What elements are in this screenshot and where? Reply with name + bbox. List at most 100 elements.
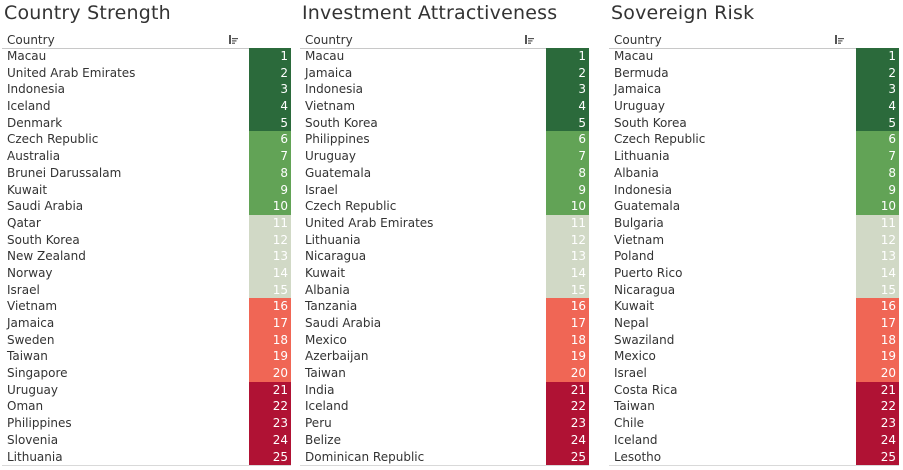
table-row[interactable]: Swaziland 18 xyxy=(609,331,899,349)
table-row[interactable]: United Arab Emirates 11 xyxy=(300,214,589,232)
country-name: Bermuda xyxy=(614,65,669,80)
table-row[interactable]: Czech Republic 6 xyxy=(2,131,291,149)
rank-value: 2 xyxy=(888,65,896,80)
table-row[interactable]: Puerto Rico 14 xyxy=(609,264,899,282)
table-row[interactable]: Denmark 5 xyxy=(2,114,291,132)
table-row[interactable]: Belize 24 xyxy=(300,431,589,449)
table-row[interactable]: Sweden 18 xyxy=(2,331,291,349)
table-row[interactable]: Tanzania 16 xyxy=(300,298,589,315)
table-row[interactable]: India 21 xyxy=(300,381,589,399)
table-row[interactable]: Vietnam 16 xyxy=(2,298,291,315)
table-row[interactable]: Taiwan 22 xyxy=(609,398,899,416)
rank-cell: 12 xyxy=(546,231,589,249)
table-row[interactable]: South Korea 5 xyxy=(609,114,899,132)
table-row[interactable]: New Zealand 13 xyxy=(2,248,291,265)
table-row[interactable]: Taiwan 19 xyxy=(2,348,291,366)
table-row[interactable]: Indonesia 9 xyxy=(609,181,899,199)
rank-cell: 25 xyxy=(249,448,291,466)
table-row[interactable]: Uruguay 21 xyxy=(2,381,291,399)
table-row[interactable]: South Korea 5 xyxy=(300,114,589,132)
table-row[interactable]: Taiwan 20 xyxy=(300,365,589,382)
table-row[interactable]: Guatemala 8 xyxy=(300,164,589,182)
table-row[interactable]: Czech Republic 10 xyxy=(300,198,589,215)
table-row[interactable]: Israel 20 xyxy=(609,365,899,382)
table-row[interactable]: Indonesia 3 xyxy=(300,81,589,99)
table-row[interactable]: Kuwait 16 xyxy=(609,298,899,315)
sort-icon[interactable] xyxy=(525,35,534,44)
country-name: Macau xyxy=(7,49,47,63)
table-row[interactable]: Poland 13 xyxy=(609,248,899,265)
table-row[interactable]: Lithuania 7 xyxy=(609,148,899,165)
table-row[interactable]: Czech Republic 6 xyxy=(609,131,899,149)
table-row[interactable]: Vietnam 4 xyxy=(300,98,589,115)
table-row[interactable]: Mexico 19 xyxy=(609,348,899,366)
country-name: Jamaica xyxy=(614,82,662,97)
country-name: Costa Rica xyxy=(614,382,678,397)
table-row[interactable]: Macau 1 xyxy=(2,48,291,65)
rank-cell: 7 xyxy=(856,148,899,165)
table-row[interactable]: Dominican Republic 25 xyxy=(300,448,589,466)
table-row[interactable]: Slovenia 24 xyxy=(2,431,291,449)
table-row[interactable]: Vietnam 12 xyxy=(609,231,899,249)
table-row[interactable]: Costa Rica 21 xyxy=(609,381,899,399)
table-row[interactable]: Iceland 4 xyxy=(2,98,291,115)
table-row[interactable]: Israel 9 xyxy=(300,181,589,199)
table-row[interactable]: Bermuda 2 xyxy=(609,64,899,82)
table-row[interactable]: Nicaragua 15 xyxy=(609,281,899,299)
table-row[interactable]: South Korea 12 xyxy=(2,231,291,249)
table-row[interactable]: Uruguay 7 xyxy=(300,148,589,165)
table-row[interactable]: Mexico 18 xyxy=(300,331,589,349)
table-row[interactable]: Lithuania 25 xyxy=(2,448,291,466)
table-bottom-border xyxy=(609,465,899,466)
table-row[interactable]: Philippines 6 xyxy=(300,131,589,149)
sort-icon[interactable] xyxy=(835,35,844,44)
table-body: Macau 1 Bermuda 2 Jamaica 3 Uruguay 4 South Kore… xyxy=(609,48,899,466)
table-row[interactable]: Qatar 11 xyxy=(2,214,291,232)
panel-title: Investment Attractiveness xyxy=(302,2,558,24)
rank-cell: 17 xyxy=(856,315,899,332)
table-row[interactable]: Nicaragua 13 xyxy=(300,248,589,265)
rank-cell: 7 xyxy=(546,148,589,165)
table-row[interactable]: Macau 1 xyxy=(300,48,589,65)
table-row[interactable]: Lesotho 25 xyxy=(609,448,899,466)
sort-icon[interactable] xyxy=(229,35,238,44)
table-row[interactable]: Brunei Darussalam 8 xyxy=(2,164,291,182)
country-name: Indonesia xyxy=(7,82,66,97)
country-name: Taiwan xyxy=(305,366,346,381)
table-row[interactable]: Macau 1 xyxy=(609,48,899,65)
table-row[interactable]: Oman 22 xyxy=(2,398,291,416)
table-row[interactable]: Iceland 22 xyxy=(300,398,589,416)
rank-value: 10 xyxy=(880,199,896,214)
table-row[interactable]: Saudi Arabia 17 xyxy=(300,315,589,332)
table-row[interactable]: Kuwait 9 xyxy=(2,181,291,199)
rank-value: 11 xyxy=(272,215,288,230)
rank-value: 8 xyxy=(280,165,288,180)
table-row[interactable]: Guatemala 10 xyxy=(609,198,899,215)
table-row[interactable]: Uruguay 4 xyxy=(609,98,899,115)
rank-value: 20 xyxy=(570,366,586,381)
table-row[interactable]: Nepal 17 xyxy=(609,315,899,332)
country-name: Singapore xyxy=(7,366,68,381)
table-row[interactable]: Kuwait 14 xyxy=(300,264,589,282)
table-row[interactable]: Australia 7 xyxy=(2,148,291,165)
table-row[interactable]: Albania 15 xyxy=(300,281,589,299)
table-row[interactable]: Chile 23 xyxy=(609,415,899,432)
table-row[interactable]: Jamaica 17 xyxy=(2,315,291,332)
table-row[interactable]: Jamaica 2 xyxy=(300,64,589,82)
table-row[interactable]: Indonesia 3 xyxy=(2,81,291,99)
table-row[interactable]: Lithuania 12 xyxy=(300,231,589,249)
table-row[interactable]: Saudi Arabia 10 xyxy=(2,198,291,215)
table-row[interactable]: Peru 23 xyxy=(300,415,589,432)
table-row[interactable]: Philippines 23 xyxy=(2,415,291,432)
table-row[interactable]: Israel 15 xyxy=(2,281,291,299)
table-row[interactable]: Bulgaria 11 xyxy=(609,214,899,232)
country-name: Iceland xyxy=(305,399,349,414)
table-row[interactable]: United Arab Emirates 2 xyxy=(2,64,291,82)
table-row[interactable]: Azerbaijan 19 xyxy=(300,348,589,366)
table-row[interactable]: Iceland 24 xyxy=(609,431,899,449)
table-row[interactable]: Albania 8 xyxy=(609,164,899,182)
rank-cell: 18 xyxy=(856,331,899,349)
table-row[interactable]: Norway 14 xyxy=(2,264,291,282)
table-row[interactable]: Jamaica 3 xyxy=(609,81,899,99)
table-row[interactable]: Singapore 20 xyxy=(2,365,291,382)
